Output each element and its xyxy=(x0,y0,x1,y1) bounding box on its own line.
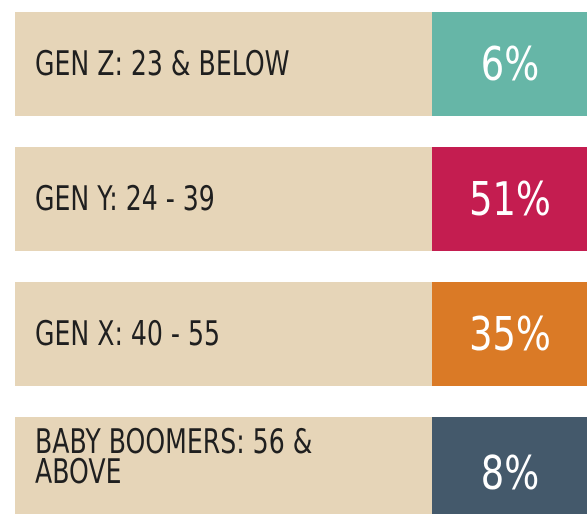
age-label: BABY BOOMERS: 56 & ABOVE xyxy=(35,422,313,492)
label-box: GEN Z: 23 & BELOW xyxy=(15,12,432,116)
value-box: 51% xyxy=(432,147,587,251)
age-row: GEN Z: 23 & BELOW 6% xyxy=(15,12,587,116)
value-box: 6% xyxy=(432,12,587,116)
label-box: GEN X: 40 - 55 xyxy=(15,282,432,386)
age-row: BABY BOOMERS: 56 & ABOVE 8% xyxy=(15,417,587,514)
percent-value: 6% xyxy=(480,37,539,91)
age-label: GEN Z: 23 & BELOW xyxy=(35,44,290,84)
age-row: GEN X: 40 - 55 35% xyxy=(15,282,587,386)
percent-value: 51% xyxy=(468,172,551,226)
value-box: 35% xyxy=(432,282,587,386)
age-label: GEN X: 40 - 55 xyxy=(35,314,221,354)
age-label: GEN Y: 24 - 39 xyxy=(35,179,215,219)
age-row: GEN Y: 24 - 39 51% xyxy=(15,147,587,251)
label-box: GEN Y: 24 - 39 xyxy=(15,147,432,251)
value-box: 8% xyxy=(432,417,587,514)
percent-value: 35% xyxy=(468,307,551,361)
percent-value: 8% xyxy=(480,446,539,500)
label-box: BABY BOOMERS: 56 & ABOVE xyxy=(15,417,432,514)
